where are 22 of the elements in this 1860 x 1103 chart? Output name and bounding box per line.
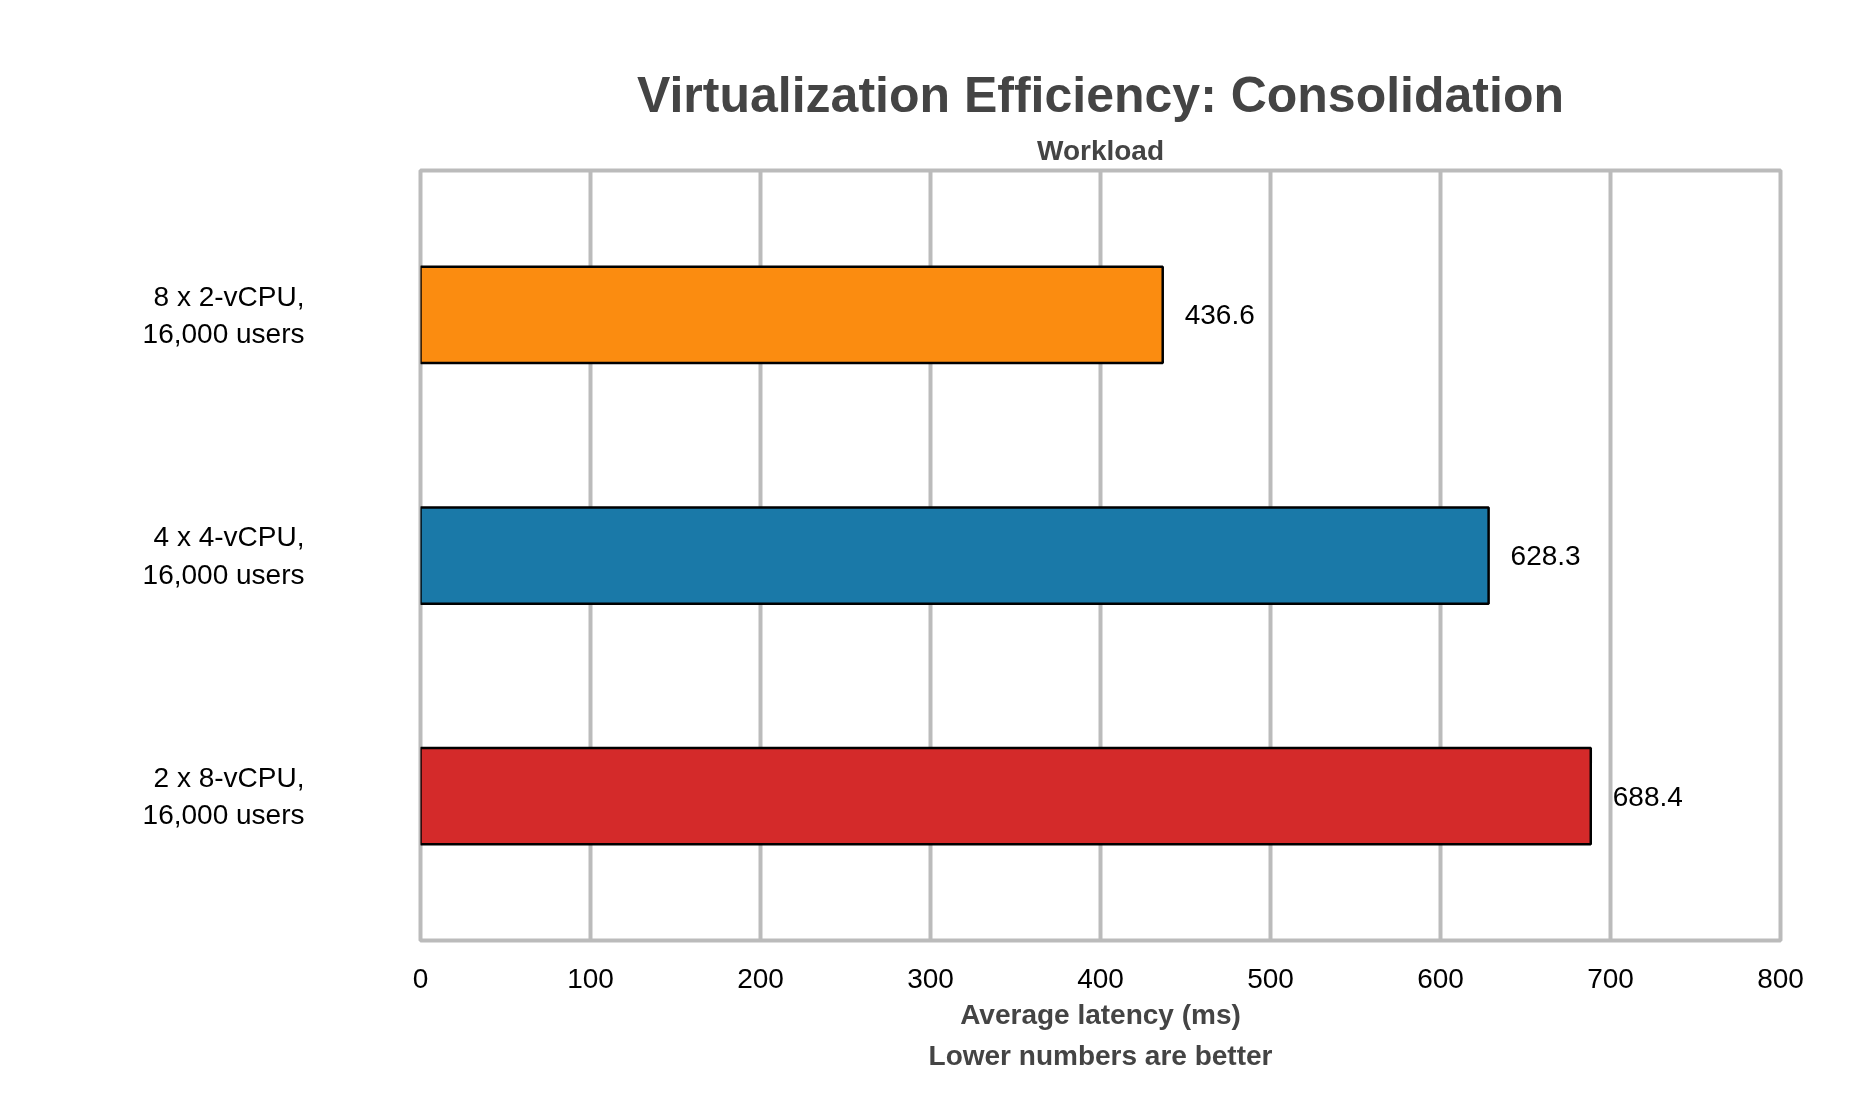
x-tick-label: 600 bbox=[1417, 962, 1464, 994]
x-tick-label: 500 bbox=[1247, 962, 1294, 994]
chart-title: Virtualization Efficiency: Consolidation bbox=[637, 66, 1564, 123]
bar bbox=[420, 265, 1164, 365]
chart-subtitle: Workload bbox=[1036, 134, 1165, 166]
x-tick-label: 100 bbox=[567, 962, 614, 994]
x-axis-title: Average latency (ms) bbox=[960, 998, 1241, 1030]
x-tick-label: 200 bbox=[737, 962, 784, 994]
data-label: 628.3 bbox=[1510, 540, 1581, 571]
data-label: 436.6 bbox=[1184, 299, 1255, 331]
x-tick-label: 400 bbox=[1077, 962, 1124, 994]
y-tick-label: 8 x 2-vCPU, 16,000 users bbox=[142, 280, 305, 349]
y-tick-label: 2 x 8-vCPU, 16,000 users bbox=[142, 762, 305, 831]
text: Lower numbers are better bbox=[928, 1039, 1273, 1071]
x-tick-label: 0 bbox=[412, 962, 429, 994]
y-tick-label: 4 x 4-vCPU, 16,000 users bbox=[142, 521, 305, 590]
bar bbox=[420, 506, 1490, 605]
x-tick-label: 300 bbox=[907, 962, 954, 994]
bar bbox=[420, 746, 1593, 846]
x-tick-label: 800 bbox=[1757, 962, 1804, 994]
x-tick-label: 700 bbox=[1587, 962, 1634, 994]
data-label: 688.4 bbox=[1612, 780, 1683, 812]
